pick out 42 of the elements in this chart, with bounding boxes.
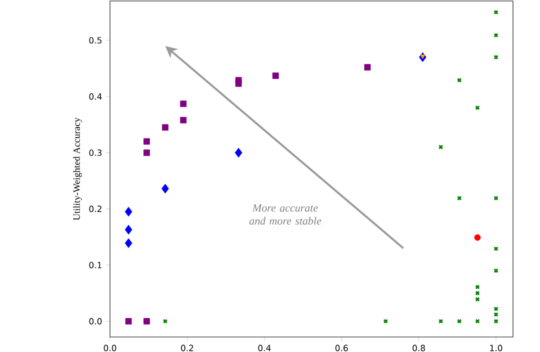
point	[162, 124, 168, 131]
point	[124, 224, 132, 235]
y-tick-label: 0.1	[89, 262, 102, 268]
point	[125, 318, 132, 324]
point	[272, 72, 279, 79]
point	[180, 116, 187, 124]
x-tick-label: 1.0	[490, 344, 502, 352]
annotation: More accurate and more stable	[249, 204, 322, 225]
x-tick-label: 0.8	[412, 344, 425, 352]
point	[124, 206, 132, 217]
x-tick-label: 0.2	[181, 344, 194, 352]
x-tick-label: 0.0	[104, 344, 116, 352]
point	[143, 318, 150, 324]
point	[494, 306, 498, 312]
point	[124, 238, 132, 248]
y-tick-label: 0.4	[89, 93, 102, 100]
y-tick-label: 0.5	[89, 37, 102, 44]
point	[456, 318, 462, 324]
point	[475, 284, 480, 290]
point	[475, 105, 480, 110]
point	[162, 318, 168, 324]
y-axis-title: Utility-Weighted Accuracy	[73, 118, 82, 220]
y-tick-label: 0.2	[89, 206, 102, 212]
point	[143, 138, 150, 145]
point	[438, 318, 444, 324]
point	[364, 64, 371, 70]
point	[475, 318, 480, 324]
point	[474, 234, 481, 241]
y-tick-label: 0.0	[89, 318, 102, 324]
point	[420, 54, 426, 59]
y-tick-label: 0.3	[89, 149, 102, 156]
point	[494, 312, 498, 317]
point	[456, 196, 462, 201]
point	[180, 100, 187, 108]
point	[162, 184, 169, 194]
point	[143, 149, 150, 156]
point	[475, 296, 480, 302]
x-tick-label: 0.6	[335, 344, 348, 352]
point	[235, 77, 242, 84]
point	[456, 78, 462, 83]
x-tick-label: 0.4	[258, 344, 271, 352]
point	[234, 148, 242, 158]
